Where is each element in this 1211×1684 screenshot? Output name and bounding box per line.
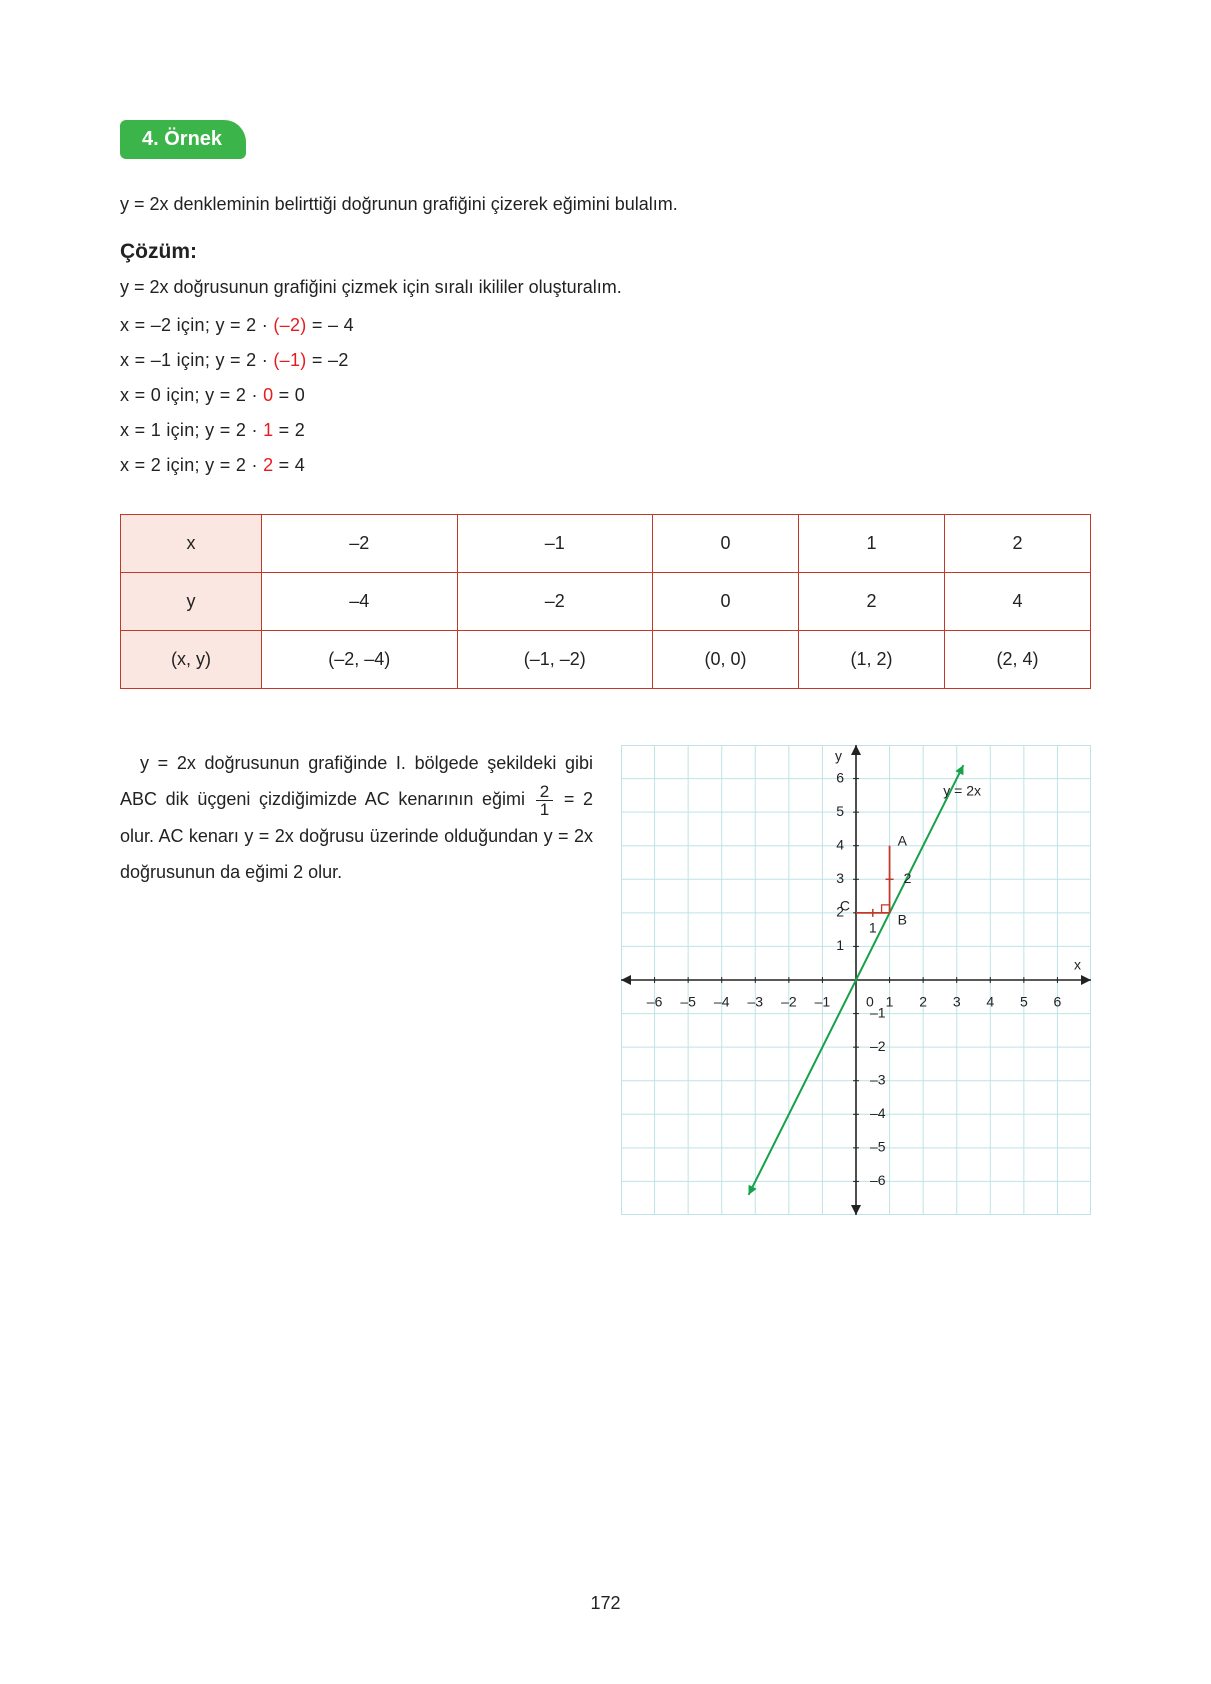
calc-block: x = –2 için; y = 2 · (–2) = – 4 x = –1 i… — [120, 315, 1091, 476]
svg-text:1: 1 — [886, 993, 894, 1009]
line-chart: –6–5–4–3–2–1123456–6–5–4–3–2–11234560xyy… — [621, 745, 1091, 1215]
svg-text:–6: –6 — [870, 1172, 886, 1188]
example-badge: 4. Örnek — [120, 120, 246, 159]
svg-text:5: 5 — [1020, 993, 1028, 1009]
calc-row: x = 1 için; y = 2 · 1 = 2 — [120, 420, 1091, 441]
table-row: y –4–2 02 4 — [121, 573, 1091, 631]
svg-text:–4: –4 — [714, 993, 730, 1009]
calc-row: x = 0 için; y = 2 · 0 = 0 — [120, 385, 1091, 406]
svg-text:4: 4 — [836, 836, 844, 852]
data-table: x –2–1 01 2 y –4–2 02 4 (x, y) (–2, –4)(… — [120, 514, 1091, 689]
svg-text:3: 3 — [953, 993, 961, 1009]
svg-text:A: A — [898, 832, 908, 848]
svg-text:–3: –3 — [747, 993, 763, 1009]
svg-text:1: 1 — [869, 920, 877, 936]
svg-text:5: 5 — [836, 803, 844, 819]
page-number: 172 — [0, 1593, 1211, 1614]
svg-text:–5: –5 — [680, 993, 696, 1009]
svg-text:6: 6 — [836, 769, 844, 785]
svg-text:3: 3 — [836, 870, 844, 886]
calc-row: x = –2 için; y = 2 · (–2) = – 4 — [120, 315, 1091, 336]
svg-text:–4: –4 — [870, 1105, 886, 1121]
svg-text:B: B — [898, 912, 907, 928]
svg-text:–5: –5 — [870, 1139, 886, 1155]
solution-line: y = 2x doğrusunun grafiğini çizmek için … — [120, 274, 1091, 301]
explanation-text: y = 2x doğrusunun grafiğinde I. bölgede … — [120, 745, 621, 1215]
intro-text: y = 2x denkleminin belirttiği doğrunun g… — [120, 191, 1091, 218]
svg-text:–3: –3 — [870, 1071, 886, 1087]
svg-text:–2: –2 — [870, 1038, 886, 1054]
svg-text:x: x — [1074, 957, 1081, 973]
svg-text:–6: –6 — [647, 993, 663, 1009]
svg-text:–1: –1 — [815, 993, 831, 1009]
table-row: x –2–1 01 2 — [121, 515, 1091, 573]
svg-text:1: 1 — [836, 937, 844, 953]
svg-text:y: y — [835, 748, 842, 764]
svg-text:–2: –2 — [781, 993, 797, 1009]
svg-text:0: 0 — [866, 993, 874, 1009]
calc-row: x = –1 için; y = 2 · (–1) = –2 — [120, 350, 1091, 371]
svg-text:C: C — [840, 898, 850, 914]
solution-heading: Çözüm: — [120, 240, 1091, 264]
calc-row: x = 2 için; y = 2 · 2 = 4 — [120, 455, 1091, 476]
svg-text:y = 2x: y = 2x — [943, 783, 981, 799]
table-row: (x, y) (–2, –4)(–1, –2) (0, 0)(1, 2) (2,… — [121, 631, 1091, 689]
svg-text:4: 4 — [986, 993, 994, 1009]
svg-text:6: 6 — [1054, 993, 1062, 1009]
svg-text:2: 2 — [904, 870, 912, 886]
svg-text:2: 2 — [919, 993, 927, 1009]
